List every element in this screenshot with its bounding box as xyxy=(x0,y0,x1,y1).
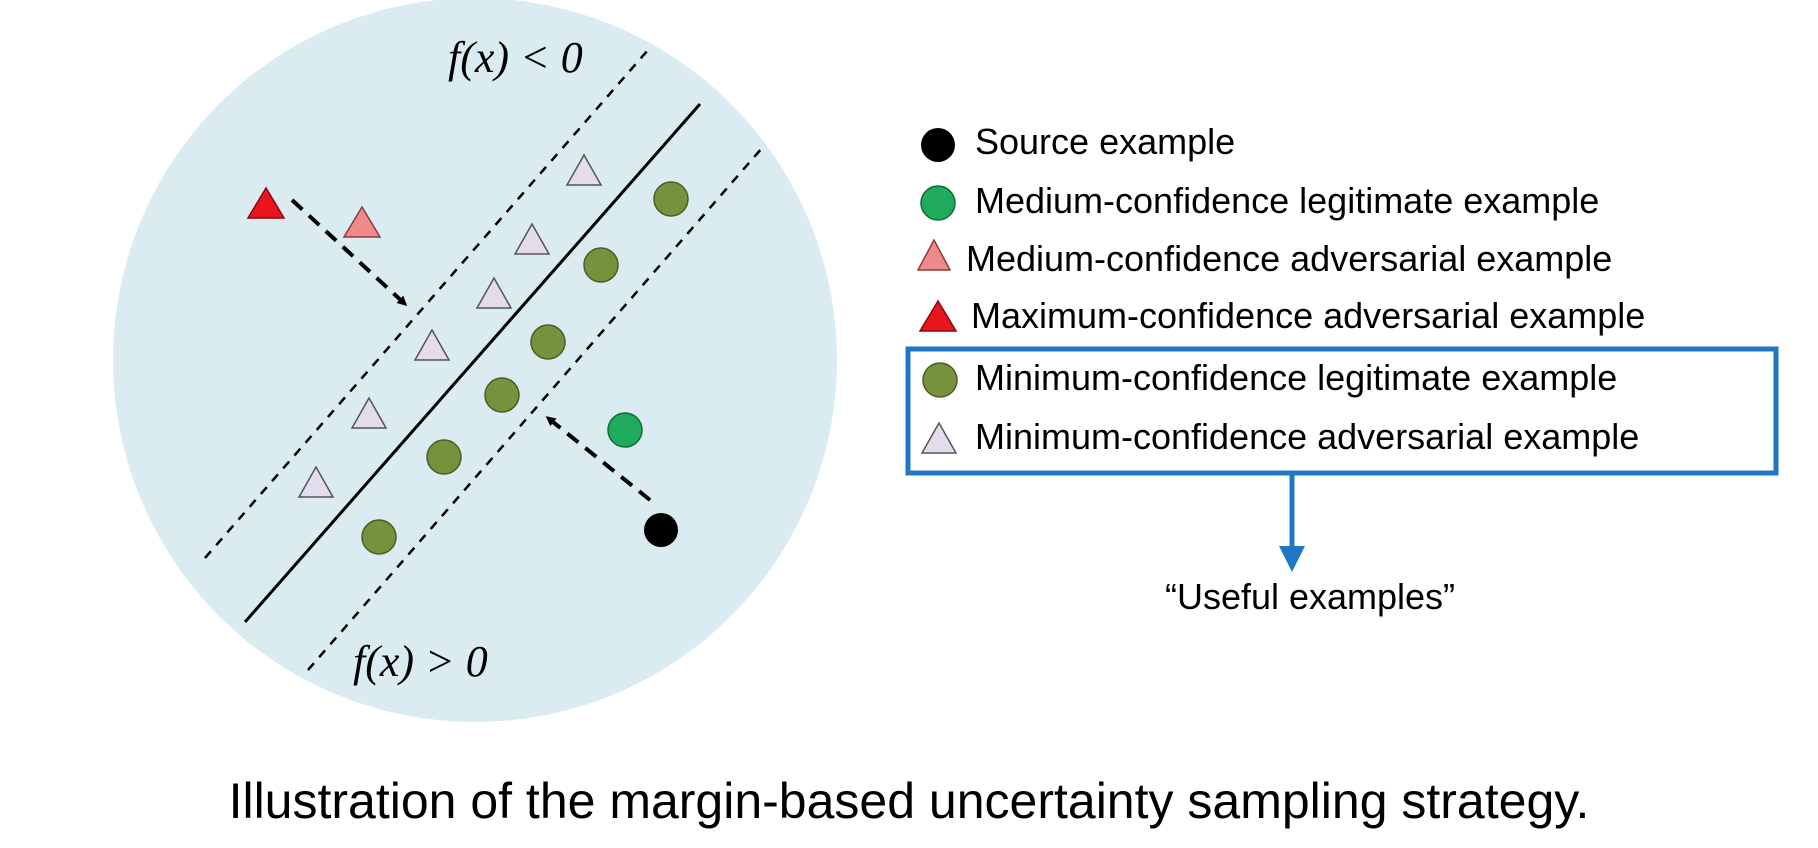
legend-medium-adversarial-marker xyxy=(916,238,952,271)
min-confidence-legitimate-marker xyxy=(484,377,520,413)
legend-min-adversarial-marker xyxy=(920,421,958,454)
negative-region-label: f(x) < 0 xyxy=(448,33,583,82)
min-confidence-adversarial-marker xyxy=(413,328,451,361)
min-confidence-legitimate-marker xyxy=(361,519,397,555)
legend-min-legitimate-label: Minimum-confidence legitimate example xyxy=(975,357,1617,398)
legend-medium-adversarial-label: Medium-confidence adversarial example xyxy=(966,238,1612,279)
useful-examples-arrowhead xyxy=(1279,546,1305,572)
medium-confidence-legitimate-marker xyxy=(607,412,643,448)
useful-examples-label: “Useful examples” xyxy=(1165,576,1455,617)
margin-line-lower xyxy=(307,147,763,671)
legend-source-label: Source example xyxy=(975,121,1235,162)
useful-examples-box xyxy=(905,346,1779,476)
min-confidence-legitimate-marker xyxy=(530,324,566,360)
legend: Source example Medium-confidence legitim… xyxy=(905,121,1779,617)
positive-region-label: f(x) > 0 xyxy=(353,637,488,686)
max-confidence-adversarial-marker xyxy=(246,186,286,219)
legend-medium-legitimate-label: Medium-confidence legitimate example xyxy=(975,180,1599,221)
legend-max-adversarial-marker xyxy=(918,299,958,332)
min-confidence-adversarial-marker xyxy=(297,465,335,498)
legend-medium-legitimate-marker xyxy=(920,185,956,221)
legend-max-adversarial-label: Maximum-confidence adversarial example xyxy=(971,295,1645,336)
min-confidence-legitimate-marker xyxy=(653,181,689,217)
min-confidence-legitimate-marker xyxy=(426,439,462,475)
figure-caption: Illustration of the margin-based uncerta… xyxy=(229,773,1590,829)
arrow-to-boundary-from-adversarial xyxy=(290,198,408,307)
min-confidence-adversarial-marker xyxy=(350,396,388,429)
min-confidence-adversarial-marker xyxy=(475,276,513,309)
margin-line-upper xyxy=(204,49,649,559)
legend-min-adversarial-label: Minimum-confidence adversarial example xyxy=(975,416,1639,457)
source-example-marker xyxy=(644,513,678,547)
legend-source-marker xyxy=(921,128,955,162)
min-confidence-adversarial-marker xyxy=(513,222,551,255)
decision-boundary xyxy=(243,103,702,623)
min-confidence-legitimate-marker xyxy=(583,247,619,283)
min-confidence-adversarial-marker xyxy=(565,153,603,186)
medium-confidence-adversarial-marker xyxy=(342,205,382,238)
legend-min-legitimate-marker xyxy=(922,362,958,398)
